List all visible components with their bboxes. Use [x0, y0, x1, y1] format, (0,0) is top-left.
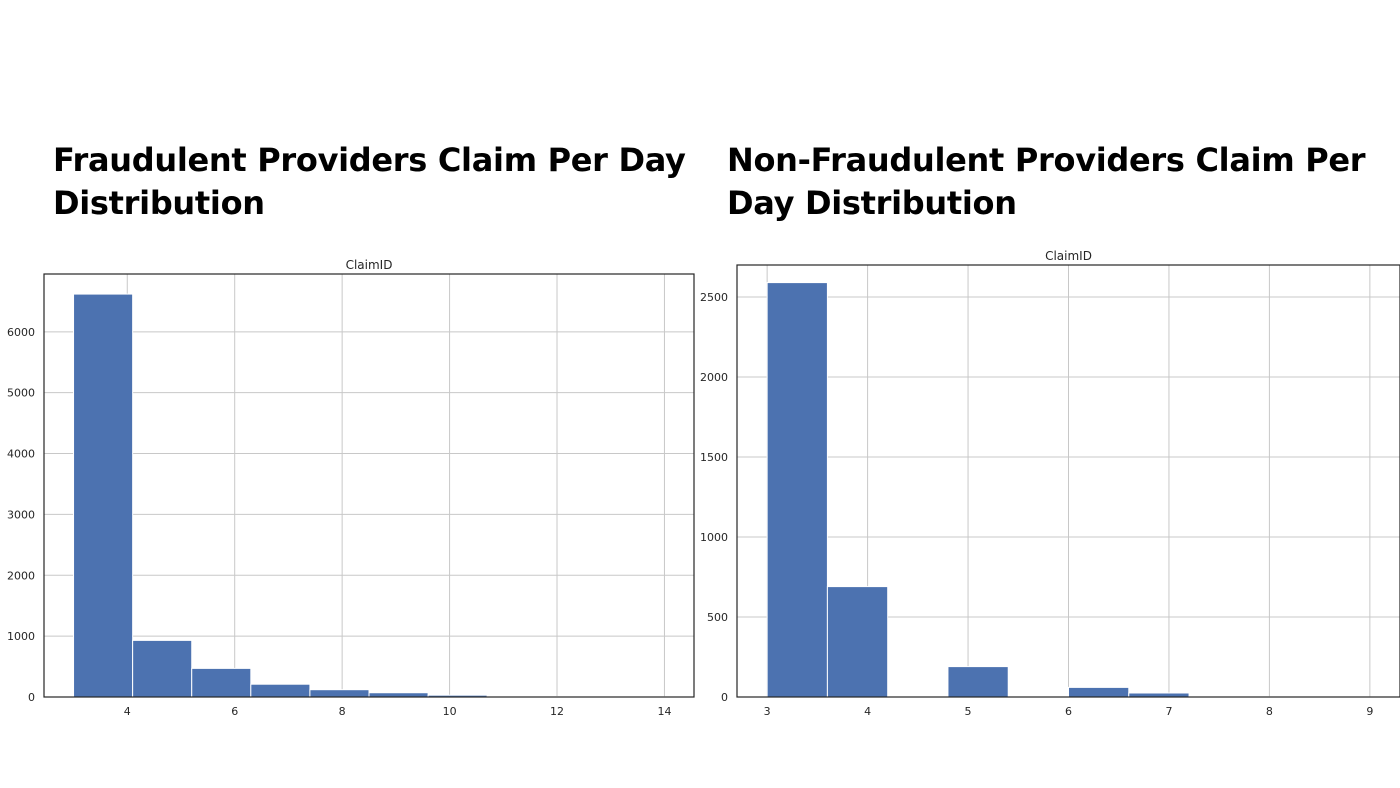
nonfraud-plot-title: ClaimID — [1045, 249, 1092, 263]
fraud-ytick-label-3000: 3000 — [7, 508, 35, 521]
nonfraud-bar-0 — [766, 282, 828, 698]
fraudulent-heading: Fraudulent Providers Claim Per Day Distr… — [53, 141, 686, 222]
non-fraudulent-heading: Non-Fraudulent Providers Claim Per Day D… — [727, 141, 1366, 222]
nonfraud-xtick-label-4: 4 — [864, 705, 871, 718]
fraud-ytick-label-6000: 6000 — [7, 326, 35, 339]
fraud-ytick-label-1000: 1000 — [7, 630, 35, 643]
fraud-plot-frame — [43, 273, 695, 698]
fraud-xtick-label-4: 4 — [124, 705, 131, 718]
nonfraud-xtick-label-5: 5 — [965, 705, 972, 718]
nonfraud-ytick-label-0: 0 — [721, 691, 728, 704]
fraud-ytick-label-5000: 5000 — [7, 387, 35, 400]
nonfraud-ytick-label-1000: 1000 — [700, 531, 728, 544]
nonfraud-ytick-label-500: 500 — [707, 611, 728, 624]
nonfraud-xtick-label-7: 7 — [1165, 705, 1172, 718]
fraud-xtick-label-6: 6 — [231, 705, 238, 718]
nonfraud-ytick-label-1500: 1500 — [700, 451, 728, 464]
fraud-ytick-label-2000: 2000 — [7, 569, 35, 582]
nonfraud-ytick-label-2000: 2000 — [700, 371, 728, 384]
fraud-xtick-label-14: 14 — [657, 705, 671, 718]
fraud-ytick-label-4000: 4000 — [7, 448, 35, 461]
fraud-plot-title: ClaimID — [346, 258, 393, 272]
nonfraud-bar-1 — [826, 586, 889, 698]
nonfraud-xtick-label-8: 8 — [1266, 705, 1273, 718]
nonfraud-xtick-label-9: 9 — [1366, 705, 1373, 718]
fraud-xtick-label-10: 10 — [443, 705, 457, 718]
nonfraud-bar-5 — [1068, 686, 1130, 698]
fraud-xtick-label-8: 8 — [339, 705, 346, 718]
fraud-xtick-label-12: 12 — [550, 705, 564, 718]
nonfraud-ytick-label-2500: 2500 — [700, 291, 728, 304]
nonfraud-xtick-label-3: 3 — [764, 705, 771, 718]
fraud-ytick-label-0: 0 — [28, 691, 35, 704]
nonfraud-xtick-label-6: 6 — [1065, 705, 1072, 718]
nonfraud-plot-frame — [736, 264, 1400, 698]
fraud-bar-0 — [73, 293, 134, 698]
nonfraud-bar-3 — [947, 666, 1009, 698]
